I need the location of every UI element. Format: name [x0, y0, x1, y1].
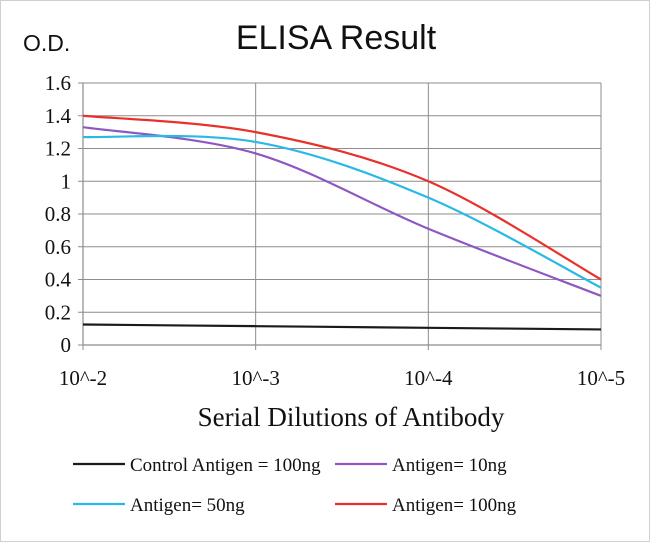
legend-label: Antigen= 50ng [130, 495, 245, 516]
legend: Control Antigen = 100ng Antigen= 10ng Anti… [73, 455, 517, 516]
y-tick-label: 1.2 [45, 137, 71, 161]
x-tick-label: 10^-2 [59, 366, 107, 390]
legend-item-2: Antigen= 50ng [73, 495, 245, 516]
legend-item-0: Control Antigen = 100ng [73, 455, 321, 476]
chart-title: ELISA Result [236, 19, 437, 57]
series-line-0 [82, 323, 602, 331]
plot-area: 0 0.2 0.4 0.6 0.8 1 1.2 1.4 1.6 10^-2 10^-3 10^-4 10… [45, 71, 625, 390]
y-tick-label: 1.4 [45, 104, 72, 128]
legend-label: Antigen= 100ng [392, 495, 517, 516]
series-line-2 [82, 134, 602, 289]
x-tick-label: 10^-5 [577, 366, 625, 390]
x-tick-label: 10^-4 [404, 366, 453, 390]
legend-label: Control Antigen = 100ng [130, 455, 321, 476]
series-line-3 [82, 114, 602, 281]
legend-item-1: Antigen= 10ng [335, 455, 507, 476]
y-axis-label: O.D. [23, 30, 70, 56]
y-tick-label: 0.2 [45, 300, 71, 324]
x-tick-label: 10^-3 [231, 366, 279, 390]
y-tick-label: 0 [61, 333, 72, 357]
legend-label: Antigen= 10ng [392, 455, 507, 476]
legend-item-3: Antigen= 100ng [335, 495, 517, 516]
x-axis-label: Serial Dilutions of Antibody [198, 402, 505, 432]
y-tick-label: 0.6 [45, 235, 71, 259]
y-tick-label: 1 [61, 169, 72, 193]
y-tick-label: 0.8 [45, 202, 71, 226]
y-tick-label: 0.4 [45, 268, 72, 292]
y-tick-label: 1.6 [45, 71, 71, 95]
